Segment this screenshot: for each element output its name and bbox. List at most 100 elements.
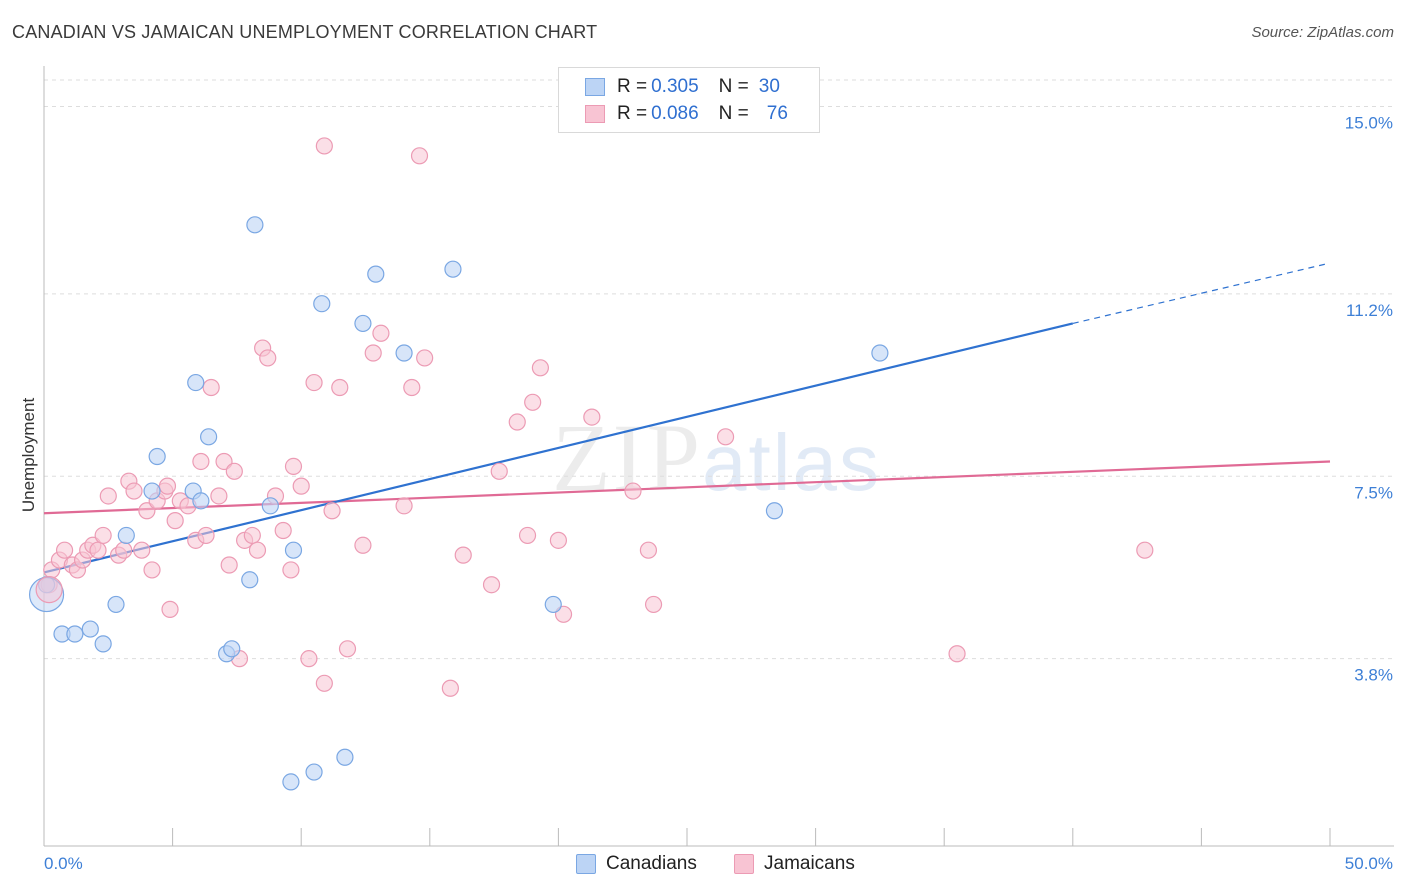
jamaican-point: [315, 674, 333, 692]
jamaican-point: [531, 359, 549, 377]
jamaican-point: [282, 561, 300, 579]
jamaican-point: [323, 502, 341, 520]
jamaican-point: [259, 349, 277, 367]
canadian-point: [148, 447, 166, 466]
jamaican-point: [55, 541, 74, 559]
canadian-point: [107, 595, 125, 614]
jamaican-point: [284, 457, 303, 475]
bottom-legend-label-canadians: Canadians: [606, 853, 697, 874]
source-label: Source: ZipAtlas.com: [1251, 24, 1394, 41]
canadian-point: [200, 428, 218, 446]
jamaican-point: [624, 482, 642, 500]
legend-r-value: 0.305: [651, 76, 699, 97]
axes: [43, 66, 1394, 847]
x-tick-label: 0.0%: [44, 854, 83, 873]
jamaican-point: [202, 378, 220, 397]
legend-n-value: 30: [758, 76, 780, 97]
bottom-legend-swatch-pink: [734, 854, 754, 874]
canadian-point: [94, 635, 112, 653]
y-axis-title: Unemployment: [19, 398, 38, 513]
jamaican-point: [292, 477, 310, 495]
canadian-point: [313, 295, 331, 313]
jamaican-point: [508, 413, 526, 431]
canadian-point: [367, 265, 385, 283]
legend-n-value: 76: [766, 103, 788, 124]
bottom-legend-canadians: Canadians: [576, 851, 697, 877]
jamaican-point: [948, 645, 966, 663]
jamaican-point: [395, 497, 413, 515]
canadian-point: [117, 526, 135, 545]
legend-n-label: N =: [718, 76, 749, 97]
y-tick-label: 3.8%: [1354, 666, 1393, 685]
bottom-legend-swatch-blue: [576, 854, 596, 874]
jamaican-point: [210, 487, 228, 505]
jamaican-point: [364, 344, 382, 362]
jamaican-point: [220, 556, 238, 574]
y-tick-label: 15.0%: [1345, 114, 1393, 133]
jamaican-trend-line: [43, 460, 1331, 515]
jamaican-point: [197, 526, 215, 545]
jamaican-point: [161, 600, 179, 618]
canadian-point: [81, 620, 99, 638]
canadian-point: [395, 344, 413, 362]
jamaican-point: [99, 487, 117, 505]
jamaican-point: [639, 541, 658, 559]
jamaican-point: [416, 349, 434, 367]
legend-r-value: 0.086: [651, 103, 699, 124]
jamaican-point: [166, 512, 184, 530]
bottom-legend-label-jamaicans: Jamaicans: [764, 853, 855, 874]
jamaican-point: [490, 462, 508, 480]
jamaican-point: [300, 650, 318, 668]
jamaican-point: [274, 521, 292, 540]
jamaican-point: [331, 378, 349, 397]
canadian-point: [444, 260, 462, 278]
canadian-point: [305, 763, 323, 781]
canadian-point: [284, 541, 303, 559]
jamaican-point: [410, 147, 429, 165]
legend-n-label: N =: [718, 103, 749, 124]
jamaican-point-large: [35, 576, 63, 604]
jamaican-point: [518, 526, 537, 545]
jamaican-point: [125, 482, 143, 500]
legend-r-label: R =: [617, 103, 648, 124]
jamaican-point: [158, 477, 177, 495]
canadian-point: [282, 773, 300, 791]
y-tick-label: 11.2%: [1346, 301, 1393, 320]
legend-row-jamaicans: R = 0.086 N = 76: [585, 102, 788, 126]
jamaican-point: [338, 640, 357, 658]
canadian-point: [246, 216, 264, 234]
jamaican-point: [243, 526, 261, 545]
jamaican-point: [143, 561, 161, 579]
bottom-legend-jamaicans: Jamaicans: [734, 851, 855, 877]
legend: R = 0.305 N = 30 R = 0.086 N = 76: [558, 67, 820, 133]
data-points: [28, 137, 1154, 791]
jamaican-point: [372, 324, 390, 342]
canadian-point: [354, 314, 372, 333]
jamaican-point: [248, 541, 267, 559]
legend-swatch-blue: [585, 78, 605, 96]
jamaican-point: [716, 428, 735, 446]
jamaican-point: [305, 373, 323, 392]
jamaican-point: [644, 595, 663, 614]
canadian-point: [336, 748, 354, 766]
canadian-point: [241, 571, 259, 589]
jamaican-point: [441, 679, 459, 697]
canadian-point: [765, 502, 784, 520]
jamaican-point: [89, 541, 107, 559]
canadian-trend-line: [43, 322, 1074, 574]
jamaican-point: [225, 462, 243, 480]
chart-title: CANADIAN VS JAMAICAN UNEMPLOYMENT CORREL…: [12, 22, 598, 42]
canadian-point: [66, 625, 84, 643]
jamaican-point: [1136, 541, 1154, 559]
jamaican-point: [524, 393, 542, 411]
jamaican-point: [115, 541, 133, 559]
jamaican-point: [192, 452, 210, 471]
canadian-point: [143, 482, 161, 500]
x-tick-label: 50.0%: [1345, 854, 1393, 873]
jamaican-point: [549, 531, 568, 549]
canadian-point: [223, 640, 241, 658]
canadian-point: [261, 497, 279, 515]
canadian-point: [192, 492, 210, 510]
jamaican-point: [403, 378, 421, 397]
